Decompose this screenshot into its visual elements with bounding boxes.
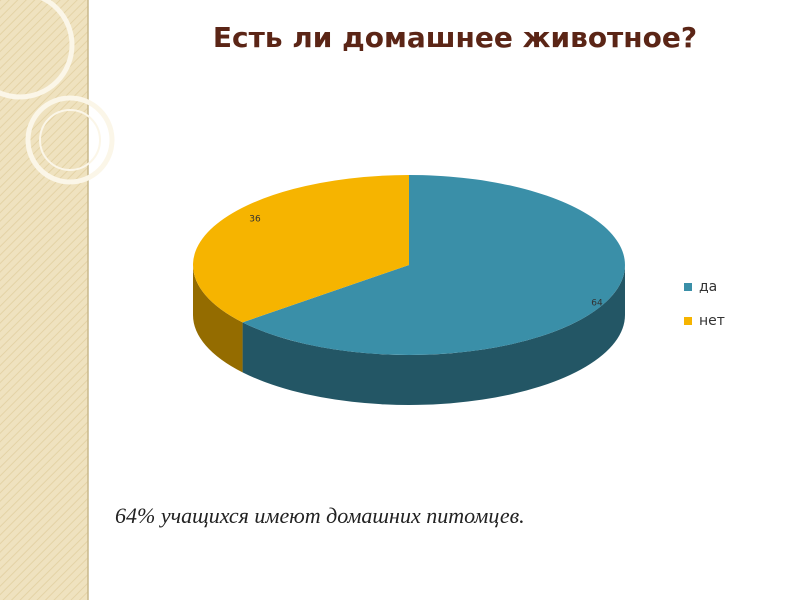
side-decoration [0,0,115,600]
legend-swatch [684,283,692,291]
slice-side [193,265,243,373]
legend-swatch [684,317,692,325]
slice-side [242,265,625,406]
slice [242,175,625,355]
legend-label: нет [699,313,725,329]
legend-label: да [699,279,717,295]
data-label: 36 [249,215,261,225]
slide-title: Есть ли домашнее животное? [213,21,697,54]
slice [193,175,409,323]
caption: 64% учащихся имеют домашних питомцев. [115,503,525,528]
data-label: 64 [591,299,603,309]
